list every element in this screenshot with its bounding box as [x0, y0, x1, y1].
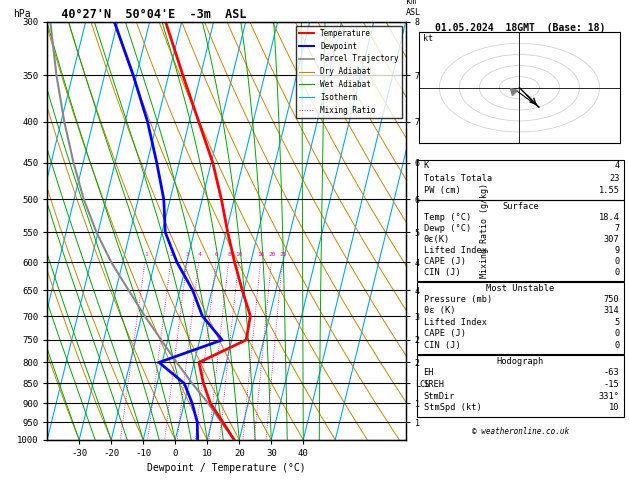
Text: K: K: [423, 161, 429, 171]
Text: Pressure (mb): Pressure (mb): [423, 295, 492, 304]
Text: 331°: 331°: [599, 392, 620, 400]
Text: 2: 2: [170, 252, 174, 257]
Text: 25: 25: [279, 252, 287, 257]
Legend: Temperature, Dewpoint, Parcel Trajectory, Dry Adiabat, Wet Adiabat, Isotherm, Mi: Temperature, Dewpoint, Parcel Trajectory…: [296, 26, 402, 118]
Text: 1: 1: [144, 252, 148, 257]
Text: Totals Totala: Totals Totala: [423, 174, 492, 183]
Text: 6: 6: [214, 252, 218, 257]
Text: 40°27'N  50°04'E  -3m  ASL: 40°27'N 50°04'E -3m ASL: [47, 8, 247, 21]
Text: StmSpd (kt): StmSpd (kt): [423, 403, 481, 412]
Text: 5: 5: [615, 318, 620, 327]
Text: CIN (J): CIN (J): [423, 268, 460, 278]
Text: 01.05.2024  18GMT  (Base: 18): 01.05.2024 18GMT (Base: 18): [435, 23, 606, 33]
Text: Lifted Index: Lifted Index: [423, 318, 487, 327]
Text: EH: EH: [423, 368, 434, 377]
Text: 16: 16: [257, 252, 265, 257]
Text: 8: 8: [227, 252, 231, 257]
Bar: [417, 355, 624, 417]
Text: 10: 10: [235, 252, 243, 257]
Text: 4: 4: [615, 161, 620, 171]
Text: -15: -15: [604, 380, 620, 389]
Text: © weatheronline.co.uk: © weatheronline.co.uk: [472, 428, 569, 436]
Text: hPa: hPa: [13, 9, 31, 19]
Text: CAPE (J): CAPE (J): [423, 257, 465, 266]
Text: Lifted Index: Lifted Index: [423, 246, 487, 255]
Text: -63: -63: [604, 368, 620, 377]
Text: 0: 0: [615, 257, 620, 266]
Bar: [417, 200, 624, 281]
Text: 4: 4: [198, 252, 201, 257]
X-axis label: Dewpoint / Temperature (°C): Dewpoint / Temperature (°C): [147, 464, 306, 473]
Text: Most Unstable: Most Unstable: [486, 283, 555, 293]
Text: 0: 0: [615, 330, 620, 338]
Bar: [417, 282, 624, 354]
Text: 1.55: 1.55: [599, 186, 620, 194]
Text: 18.4: 18.4: [599, 213, 620, 222]
Text: Hodograph: Hodograph: [497, 357, 544, 365]
Text: SREH: SREH: [423, 380, 445, 389]
Text: 9: 9: [615, 246, 620, 255]
Text: 10: 10: [609, 403, 620, 412]
Text: 20: 20: [268, 252, 276, 257]
Text: CAPE (J): CAPE (J): [423, 330, 465, 338]
Text: 314: 314: [604, 307, 620, 315]
Text: km
ASL: km ASL: [406, 0, 421, 17]
Text: θε(K): θε(K): [423, 235, 450, 244]
Text: StmDir: StmDir: [423, 392, 455, 400]
Text: 3: 3: [186, 252, 189, 257]
Text: Temp (°C): Temp (°C): [423, 213, 471, 222]
Text: 307: 307: [604, 235, 620, 244]
Text: 750: 750: [604, 295, 620, 304]
Text: 0: 0: [615, 341, 620, 350]
Text: kt: kt: [423, 34, 433, 43]
Text: CIN (J): CIN (J): [423, 341, 460, 350]
Text: θε (K): θε (K): [423, 307, 455, 315]
Text: 7: 7: [615, 224, 620, 233]
Text: PW (cm): PW (cm): [423, 186, 460, 194]
Text: Mixing Ratio (g/kg): Mixing Ratio (g/kg): [480, 183, 489, 278]
Text: 0: 0: [615, 268, 620, 278]
Text: Surface: Surface: [502, 202, 539, 211]
Text: Dewp (°C): Dewp (°C): [423, 224, 471, 233]
Bar: [417, 160, 624, 200]
Text: 23: 23: [609, 174, 620, 183]
